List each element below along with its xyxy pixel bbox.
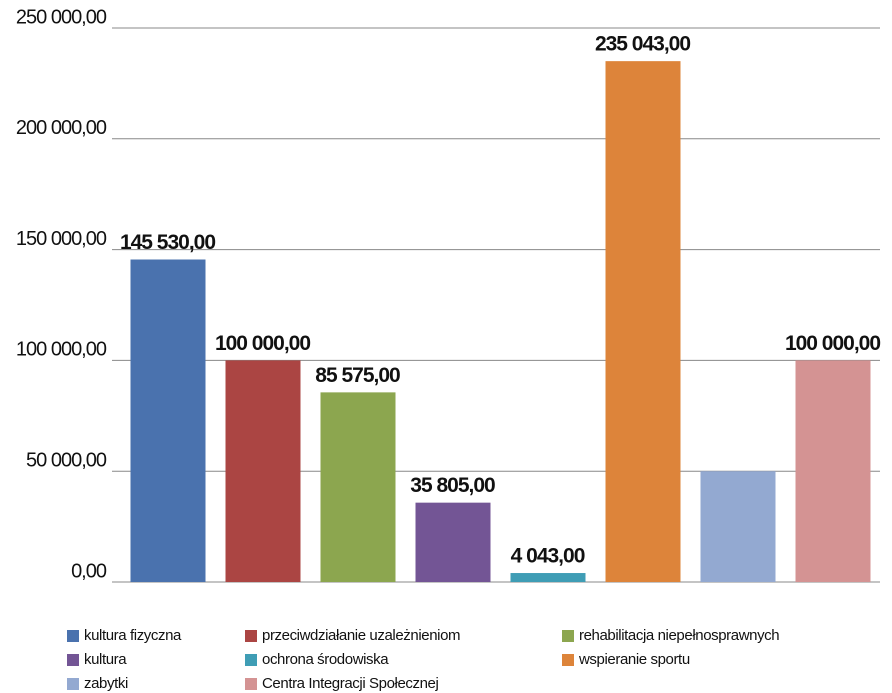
bar xyxy=(415,502,491,582)
legend-label: kultura xyxy=(84,651,127,668)
legend-swatch xyxy=(562,654,574,666)
legend-label: zabytki xyxy=(84,675,128,692)
legend-label: przeciwdziałanie uzależnieniom xyxy=(262,627,460,644)
bar xyxy=(510,573,586,582)
data-label: 35 805,00 xyxy=(410,474,495,497)
legend-label: rehabilitacja niepełnosprawnych xyxy=(579,627,779,644)
legend-swatch xyxy=(67,630,79,642)
legend-label: wspieranie sportu xyxy=(578,651,690,668)
bar xyxy=(795,360,871,582)
legend-swatch xyxy=(245,654,257,666)
legend-swatch xyxy=(67,678,79,690)
y-tick-label: 100 000,00 xyxy=(16,339,107,361)
bar xyxy=(320,392,396,582)
legend-label: Centra Integracji Społecznej xyxy=(262,675,438,692)
y-tick-label: 50 000,00 xyxy=(26,449,107,471)
bar xyxy=(605,61,681,582)
bar xyxy=(700,471,776,582)
legend-label: ochrona środowiska xyxy=(262,651,389,668)
data-label: 145 530,00 xyxy=(120,231,215,254)
legend-swatch xyxy=(245,678,257,690)
data-label: 4 043,00 xyxy=(511,545,585,568)
legend-label: kultura fizyczna xyxy=(84,627,182,644)
bar xyxy=(130,259,206,582)
data-label: 85 575,00 xyxy=(315,364,400,387)
y-tick-label: 200 000,00 xyxy=(16,117,107,139)
y-tick-label: 250 000,00 xyxy=(16,6,107,28)
legend-swatch xyxy=(245,630,257,642)
bar xyxy=(225,360,301,582)
y-tick-label: 0,00 xyxy=(71,560,107,582)
legend-swatch xyxy=(562,630,574,642)
legend-swatch xyxy=(67,654,79,666)
data-label: 100 000,00 xyxy=(215,332,310,355)
y-tick-label: 150 000,00 xyxy=(16,228,107,250)
data-label: 100 000,00 xyxy=(785,332,880,355)
data-label: 235 043,00 xyxy=(595,33,690,56)
